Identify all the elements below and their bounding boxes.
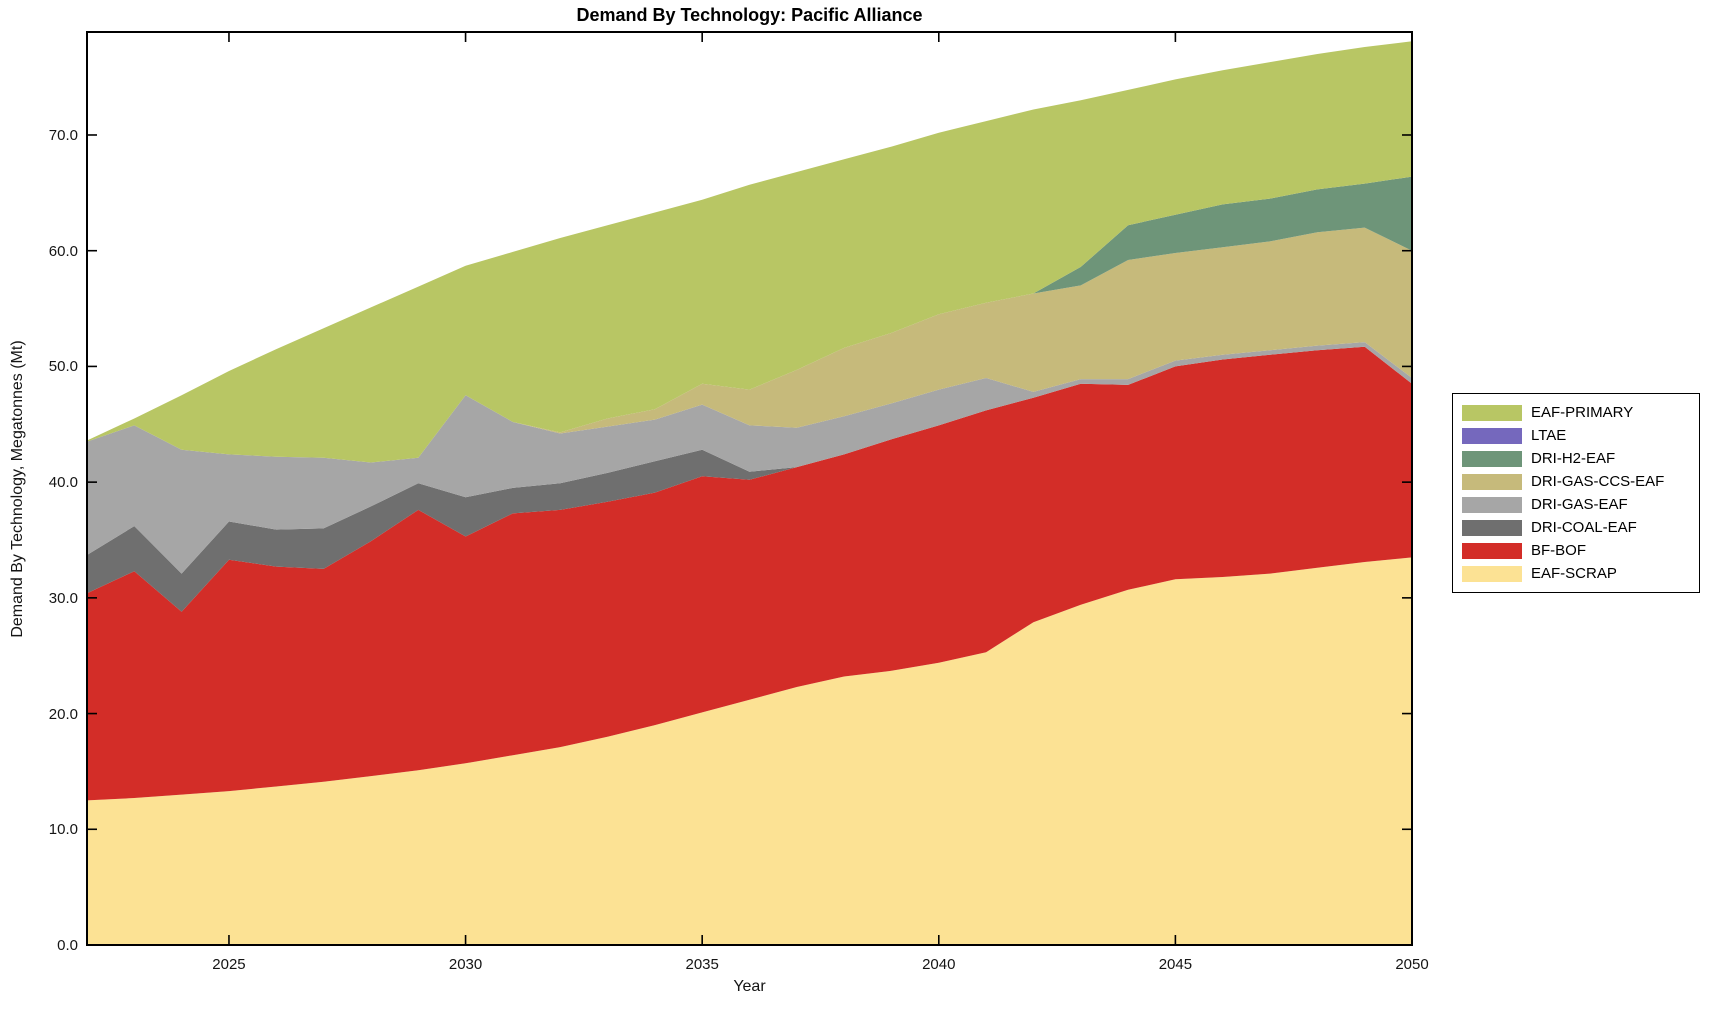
legend-entry-dri-h2-eaf: DRI-H2-EAF	[1453, 447, 1699, 470]
legend-entry-bf-bof: BF-BOF	[1453, 539, 1699, 562]
y-tick-label: 70.0	[48, 126, 78, 144]
y-tick-label: 0.0	[57, 937, 78, 954]
x-tick-label: 2030	[448, 956, 483, 973]
area-series-dri-gas-ccs-eaf	[87, 227, 1412, 463]
legend-entry-eaf-scrap: EAF-SCRAP	[1453, 562, 1699, 585]
legend-swatch	[1462, 542, 1522, 559]
legend-label: DRI-GAS-EAF	[1531, 496, 1628, 513]
y-tick-label: 10.0	[48, 821, 78, 839]
legend-label: LTAE	[1531, 427, 1567, 444]
legend-label: DRI-H2-EAF	[1531, 450, 1616, 467]
legend-label: DRI-GAS-CCS-EAF	[1531, 473, 1665, 490]
y-tick-label: 30.0	[48, 589, 78, 607]
x-tick-label: 2045	[1158, 956, 1193, 973]
chart-title: Demand By Technology: Pacific Alliance	[576, 5, 923, 25]
legend-swatch	[1462, 519, 1522, 536]
y-tick-label: 20.0	[48, 705, 78, 723]
legend-swatch	[1462, 473, 1522, 490]
legend-entry-dri-coal-eaf: DRI-COAL-EAF	[1453, 516, 1699, 539]
legend-swatch	[1462, 427, 1522, 444]
x-tick-label: 2050	[1395, 956, 1429, 973]
legend-entry-eaf-primary: EAF-PRIMARY	[1453, 401, 1699, 424]
x-tick-label: 2025	[212, 956, 246, 973]
area-series-eaf-scrap	[87, 557, 1412, 945]
area-series-bf-bof	[87, 346, 1412, 801]
area-series-eaf-primary	[87, 41, 1412, 463]
legend-entry-dri-gas-eaf: DRI-GAS-EAF	[1453, 493, 1699, 516]
legend-swatch	[1462, 565, 1522, 582]
y-tick-label: 60.0	[48, 242, 78, 260]
legend: EAF-PRIMARY LTAE DRI-H2-EAF DRI-GAS-CCS-EAF…	[1452, 393, 1700, 593]
legend-label: EAF-SCRAP	[1531, 565, 1617, 582]
area-series-dri-h2-eaf	[87, 176, 1412, 463]
area-series-dri-gas-eaf	[87, 342, 1412, 574]
legend-label: BF-BOF	[1531, 542, 1586, 559]
legend-swatch	[1462, 450, 1522, 467]
legend-entry-ltae: LTAE	[1453, 424, 1699, 447]
x-axis-label: Year	[733, 978, 766, 995]
y-tick-label: 50.0	[48, 358, 78, 376]
y-tick-label: 40.0	[48, 474, 78, 492]
legend-swatch	[1462, 496, 1522, 513]
area-series-dri-coal-eaf	[87, 346, 1412, 612]
legend-swatch	[1462, 404, 1522, 421]
legend-label: EAF-PRIMARY	[1531, 404, 1634, 421]
x-tick-label: 2035	[685, 956, 719, 973]
legend-label: DRI-COAL-EAF	[1531, 519, 1637, 536]
legend-entry-dri-gas-ccs-eaf: DRI-GAS-CCS-EAF	[1453, 470, 1699, 493]
x-tick-label: 2040	[922, 956, 956, 973]
plot-frame	[86, 31, 1413, 946]
